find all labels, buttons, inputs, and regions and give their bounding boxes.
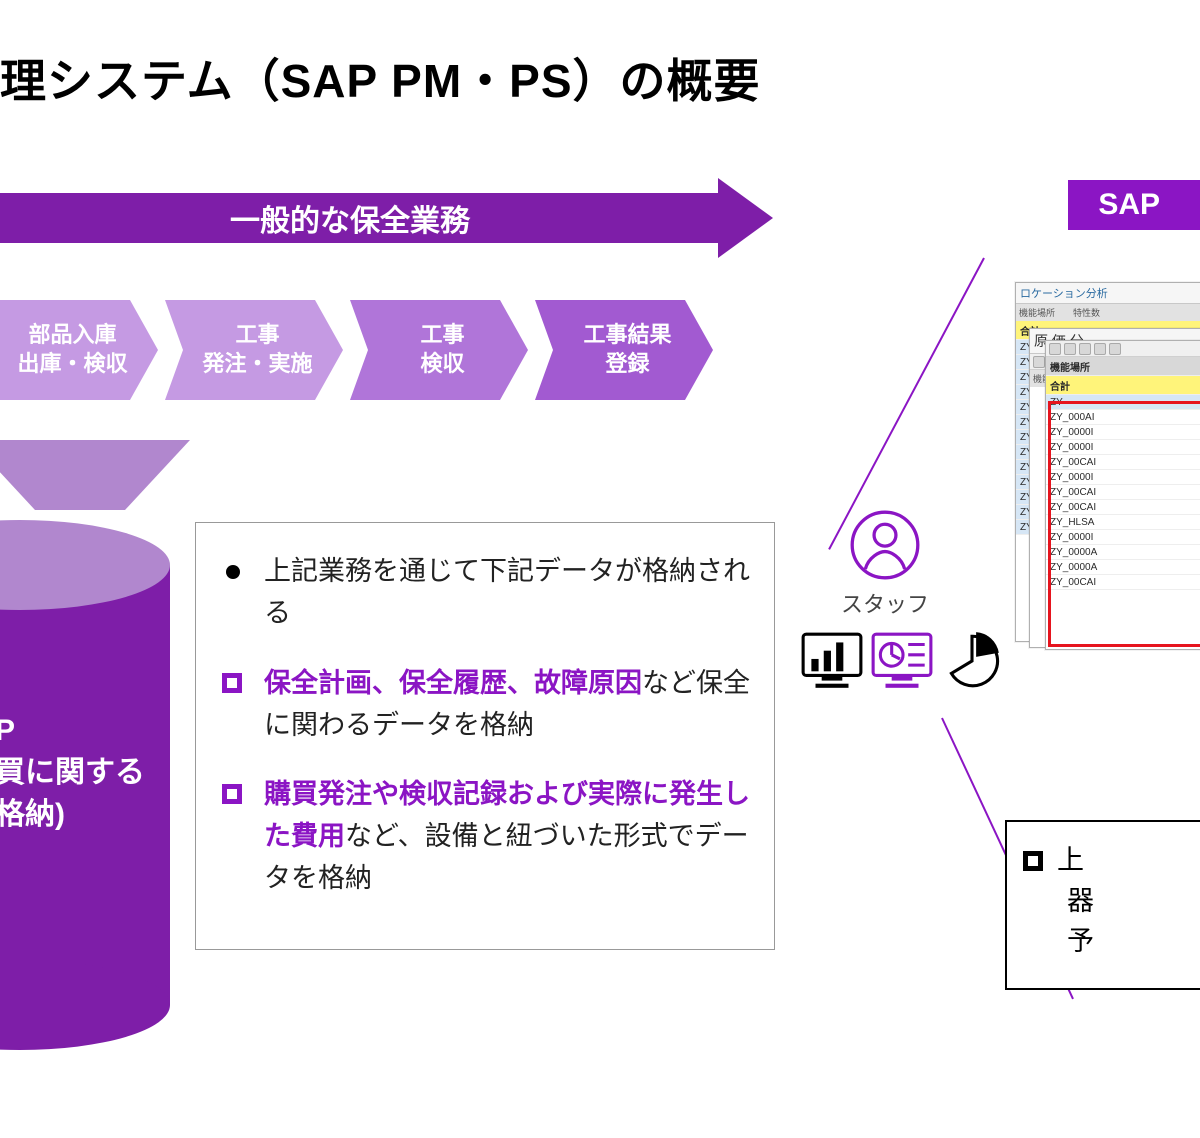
window-toolbar	[1046, 341, 1200, 357]
desc-bullet-2: 保全計画、保全履歴、故障原因など保全に関わるデータを格納	[220, 663, 750, 747]
table-row: ZY_0000A	[1046, 545, 1200, 560]
workflow-step: 部品入庫出庫・検収	[0, 300, 155, 400]
funnel-shape	[0, 440, 190, 510]
window-title: ロケーション分析	[1016, 283, 1200, 304]
workflow-step: 工事検収	[350, 300, 525, 400]
table-row: 合計	[1046, 376, 1200, 395]
dashboard-icons	[799, 628, 1005, 694]
database-label: P 買に関する 格納)	[0, 710, 145, 836]
sap-badge: SAP	[1068, 180, 1200, 230]
staff-label: スタッフ	[830, 587, 940, 619]
workflow-arrow-head	[718, 178, 773, 258]
workflow-arrow-header: 一般的な保全業務	[0, 183, 780, 253]
screenshot-cluster: ロケーション分析 機能場所 特性数 合計ZYZYZYZYZYZYZYZYZYZY…	[1015, 282, 1200, 662]
workflow-arrow-label: 一般的な保全業務	[0, 193, 720, 243]
table-row: ZY	[1046, 395, 1200, 410]
desc-bullet-3: 購買発注や検収記録および実際に発生した費用など、設備と紐づいた形式でデータを格納	[220, 774, 750, 900]
screenshot-window-front: 機能場所合計ZYZY_000AIZY_0000IZY_0000IZY_00CAI…	[1045, 340, 1200, 650]
workflow-step-label: 工事発注・実施	[192, 321, 312, 378]
table-row: ZY_00CAI	[1046, 455, 1200, 470]
desc-text: 上記業務を通じて下記データが格納される	[264, 556, 750, 628]
bar-chart-monitor-icon	[799, 628, 865, 694]
table-row: ZY_0000I	[1046, 530, 1200, 545]
square-bullet-icon	[1023, 851, 1043, 871]
table-row: ZY_0000I	[1046, 425, 1200, 440]
database-label-line: 格納)	[0, 794, 145, 836]
bottom-note-box: 上 器 予	[1005, 820, 1200, 990]
staff-block: スタッフ	[830, 510, 940, 619]
table-row: ZY_00CAI	[1046, 485, 1200, 500]
table-row: ZY_0000I	[1046, 440, 1200, 455]
note-text: 器	[1067, 886, 1094, 916]
table-row: ZY_0000A	[1046, 560, 1200, 575]
table-row: ZY_HLSA	[1046, 515, 1200, 530]
gauge-monitor-icon	[869, 628, 935, 694]
table-row: ZY_00CAI	[1046, 500, 1200, 515]
table-row: 機能場所	[1046, 357, 1200, 376]
guide-line	[828, 258, 985, 550]
database-label-line: 買に関する	[0, 752, 145, 794]
disc-bullet-icon	[226, 565, 240, 579]
note-text: 上	[1057, 845, 1084, 875]
table-row: ZY_0000I	[1046, 470, 1200, 485]
workflow-step-label: 部品入庫出庫・検収	[7, 321, 127, 378]
window-header-row: 機能場所 特性数	[1016, 304, 1200, 321]
database-label-line: P	[0, 710, 145, 752]
description-box: 上記業務を通じて下記データが格納される 保全計画、保全履歴、故障原因など保全に関…	[195, 522, 775, 950]
workflow-step-label: 工事検収	[410, 321, 464, 378]
database-cylinder: P 買に関する 格納)	[0, 520, 170, 1040]
desc-highlight: 保全計画、保全履歴、故障原因	[264, 668, 642, 698]
workflow-step: 工事発注・実施	[165, 300, 340, 400]
table-row: ZY_00CAI	[1046, 575, 1200, 590]
pie-chart-icon	[939, 628, 1005, 694]
desc-bullet-1: 上記業務を通じて下記データが格納される	[220, 551, 750, 635]
workflow-step: 工事結果登録	[535, 300, 710, 400]
person-icon	[850, 510, 920, 580]
page-title: 理システム（SAP PM・PS）の概要	[0, 45, 761, 111]
note-text: 予	[1067, 926, 1094, 956]
workflow-steps: 部品入庫出庫・検収 工事発注・実施 工事検収 工事結果登録	[0, 300, 710, 400]
square-bullet-icon	[222, 784, 242, 804]
square-bullet-icon	[222, 673, 242, 693]
workflow-step-label: 工事結果登録	[573, 321, 671, 378]
table-row: ZY_000AI	[1046, 410, 1200, 425]
